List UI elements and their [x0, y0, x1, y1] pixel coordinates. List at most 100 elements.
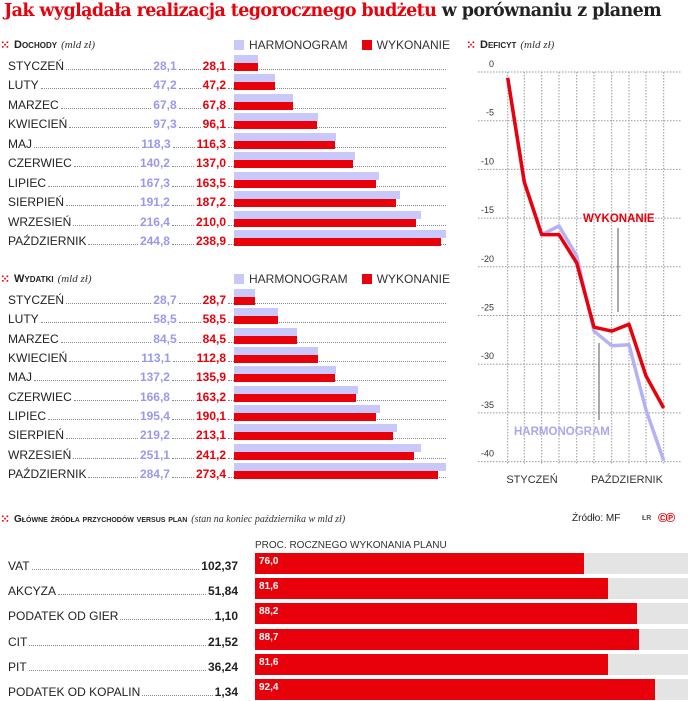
row-line: CZERWIEC 166,8 163,2	[8, 390, 448, 404]
harmonogram-bar	[234, 230, 446, 239]
harmonogram-bar	[234, 405, 380, 414]
wykonanie-value: 28,7	[202, 293, 226, 307]
harmonogram-bar	[234, 171, 379, 180]
wykonanie-value: 135,9	[195, 370, 226, 385]
harmonogram-bar	[234, 366, 337, 375]
dotted-leader	[178, 322, 201, 324]
dotted-leader	[171, 185, 194, 187]
harmonogram-value: 167,3	[139, 175, 170, 190]
amount-value: 102,37	[201, 559, 238, 573]
month-label: MAJ	[8, 370, 32, 385]
table-row: LUTY 47,2 47,2	[8, 74, 448, 93]
legend-swatch-wykonanie	[361, 274, 372, 284]
percent-label: 76,0	[259, 556, 279, 567]
table-row: WRZESIEŃ 251,1 241,2	[8, 443, 448, 463]
wykonanie-bar	[234, 63, 259, 71]
table-row: LIPIEC 167,3 163,5	[8, 171, 448, 191]
dotted-leader	[66, 205, 138, 207]
legend-swatch-wykonanie	[361, 40, 372, 50]
wykonanie-value: 67,8	[202, 97, 226, 112]
wykonanie-value: 241,2	[195, 447, 226, 462]
harmonogram-value: 58,5	[153, 312, 177, 327]
harmonogram-bar	[234, 93, 293, 102]
wykonanie-bar	[234, 471, 438, 480]
harmonogram-bar	[234, 210, 422, 219]
deficyt-line-chart: 0 -5 -10 -15 -20 -25 -30 -35 -40 STYCZEŃ PAŹDZIERN…	[478, 59, 682, 486]
wykonanie-bar	[234, 316, 278, 325]
amount-value: 21,52	[207, 634, 238, 649]
dochody-title: Dochody	[14, 39, 58, 51]
plan-bar-background: 76,0	[255, 553, 688, 574]
zrodla-heading: ⁙ Główne źródła przychodów versus plan (st…	[0, 512, 345, 526]
dotted-leader	[228, 361, 446, 363]
dotted-leader	[73, 399, 138, 401]
wykonanie-bar	[234, 297, 256, 305]
source-label: PODATEK OD GIER	[8, 609, 119, 624]
month-label: CZERWIEC	[8, 389, 72, 404]
harmonogram-line	[505, 77, 666, 462]
deficyt-title: Deficyt	[480, 39, 517, 51]
plan-bar-background: 88,7	[255, 628, 688, 650]
wykonanie-line	[505, 77, 666, 409]
wydatki-title: Wydatki	[14, 273, 54, 285]
source-label: CIT	[8, 634, 28, 649]
harmonogram-bar	[234, 191, 400, 200]
wykonanie-bar	[234, 101, 293, 110]
harmonogram-value: 251,1	[139, 447, 170, 462]
dotted-leader	[228, 127, 446, 129]
month-label: SIERPIEŃ	[8, 195, 65, 210]
amount-value: 1,34	[214, 685, 238, 699]
title-black: w porównaniu z planem	[441, 1, 662, 21]
dotted-leader	[69, 127, 152, 129]
dotted-leader	[142, 695, 213, 696]
dotted-leader	[29, 644, 206, 646]
harmonogram-bar	[234, 385, 359, 394]
x-label-start: STYCZEŃ	[506, 473, 557, 486]
plan-bar-background: 81,6	[255, 653, 688, 675]
value-header: PROC. ROCZNEGO WYKONANIA PLANU	[255, 540, 447, 551]
wykonanie-bar	[234, 199, 397, 208]
harmonogram-bar	[234, 113, 319, 122]
dotted-leader	[88, 244, 138, 246]
wykonanie-bar	[234, 238, 441, 247]
dotted-leader	[171, 205, 194, 207]
dotted-leader	[60, 107, 152, 109]
wykonanie-bar	[234, 179, 376, 188]
month-label: LIPIEC	[8, 409, 47, 424]
wykonanie-value: 163,2	[195, 389, 226, 404]
dotted-leader	[40, 88, 152, 90]
wykonanie-value: 273,4	[195, 467, 226, 482]
table-row: CZERWIEC 166,8 163,2	[8, 385, 448, 405]
wykonanie-value: 187,2	[195, 195, 226, 210]
row-line: LIPIEC 195,4 190,1	[8, 409, 448, 423]
row-line: SIERPIEŃ 191,2 187,2	[8, 195, 448, 209]
harmonogram-annotation: HARMONOGRAM	[514, 426, 610, 438]
dotted-leader	[31, 569, 200, 570]
row-line: PODATEK OD KOPALIN 1,34	[8, 683, 238, 699]
legend-swatch-harmonogram	[234, 40, 244, 50]
dotted-leader	[34, 380, 138, 382]
wydatki-heading: ⁙ Wydatki (mld zł)	[0, 272, 92, 286]
harmonogram-value: 97,3	[153, 117, 177, 132]
source-label: VAT	[8, 559, 30, 573]
dotted-leader	[228, 380, 446, 382]
dotted-leader	[228, 107, 446, 109]
harmonogram-value: 137,2	[139, 370, 170, 385]
row-line: LUTY 58,5 58,5	[8, 312, 448, 326]
deficyt-heading: ⁙ Deficyt (mld zł)	[466, 38, 554, 52]
table-row: WRZESIEŃ 216,4 210,0	[8, 210, 448, 230]
dotted-leader	[178, 341, 201, 343]
source-label: PIT	[8, 659, 27, 674]
dotted-leader	[120, 619, 213, 621]
month-label: CZERWIEC	[8, 156, 72, 171]
bullet-dots-icon: ⁙	[466, 38, 476, 52]
row-line: VAT 102,37	[8, 557, 238, 573]
legend-wykonanie: WYKONANIE	[376, 38, 451, 52]
percent-bar: 81,6	[255, 578, 609, 600]
wykonanie-value: 58,5	[202, 312, 226, 327]
dotted-leader	[40, 322, 152, 324]
bullet-dots-icon: ⁙	[0, 512, 10, 526]
dotted-leader	[171, 399, 194, 401]
table-row: SIERPIEŃ 219,2 213,1	[8, 424, 448, 443]
table-row: PIT 36,24 81,6	[8, 653, 688, 676]
